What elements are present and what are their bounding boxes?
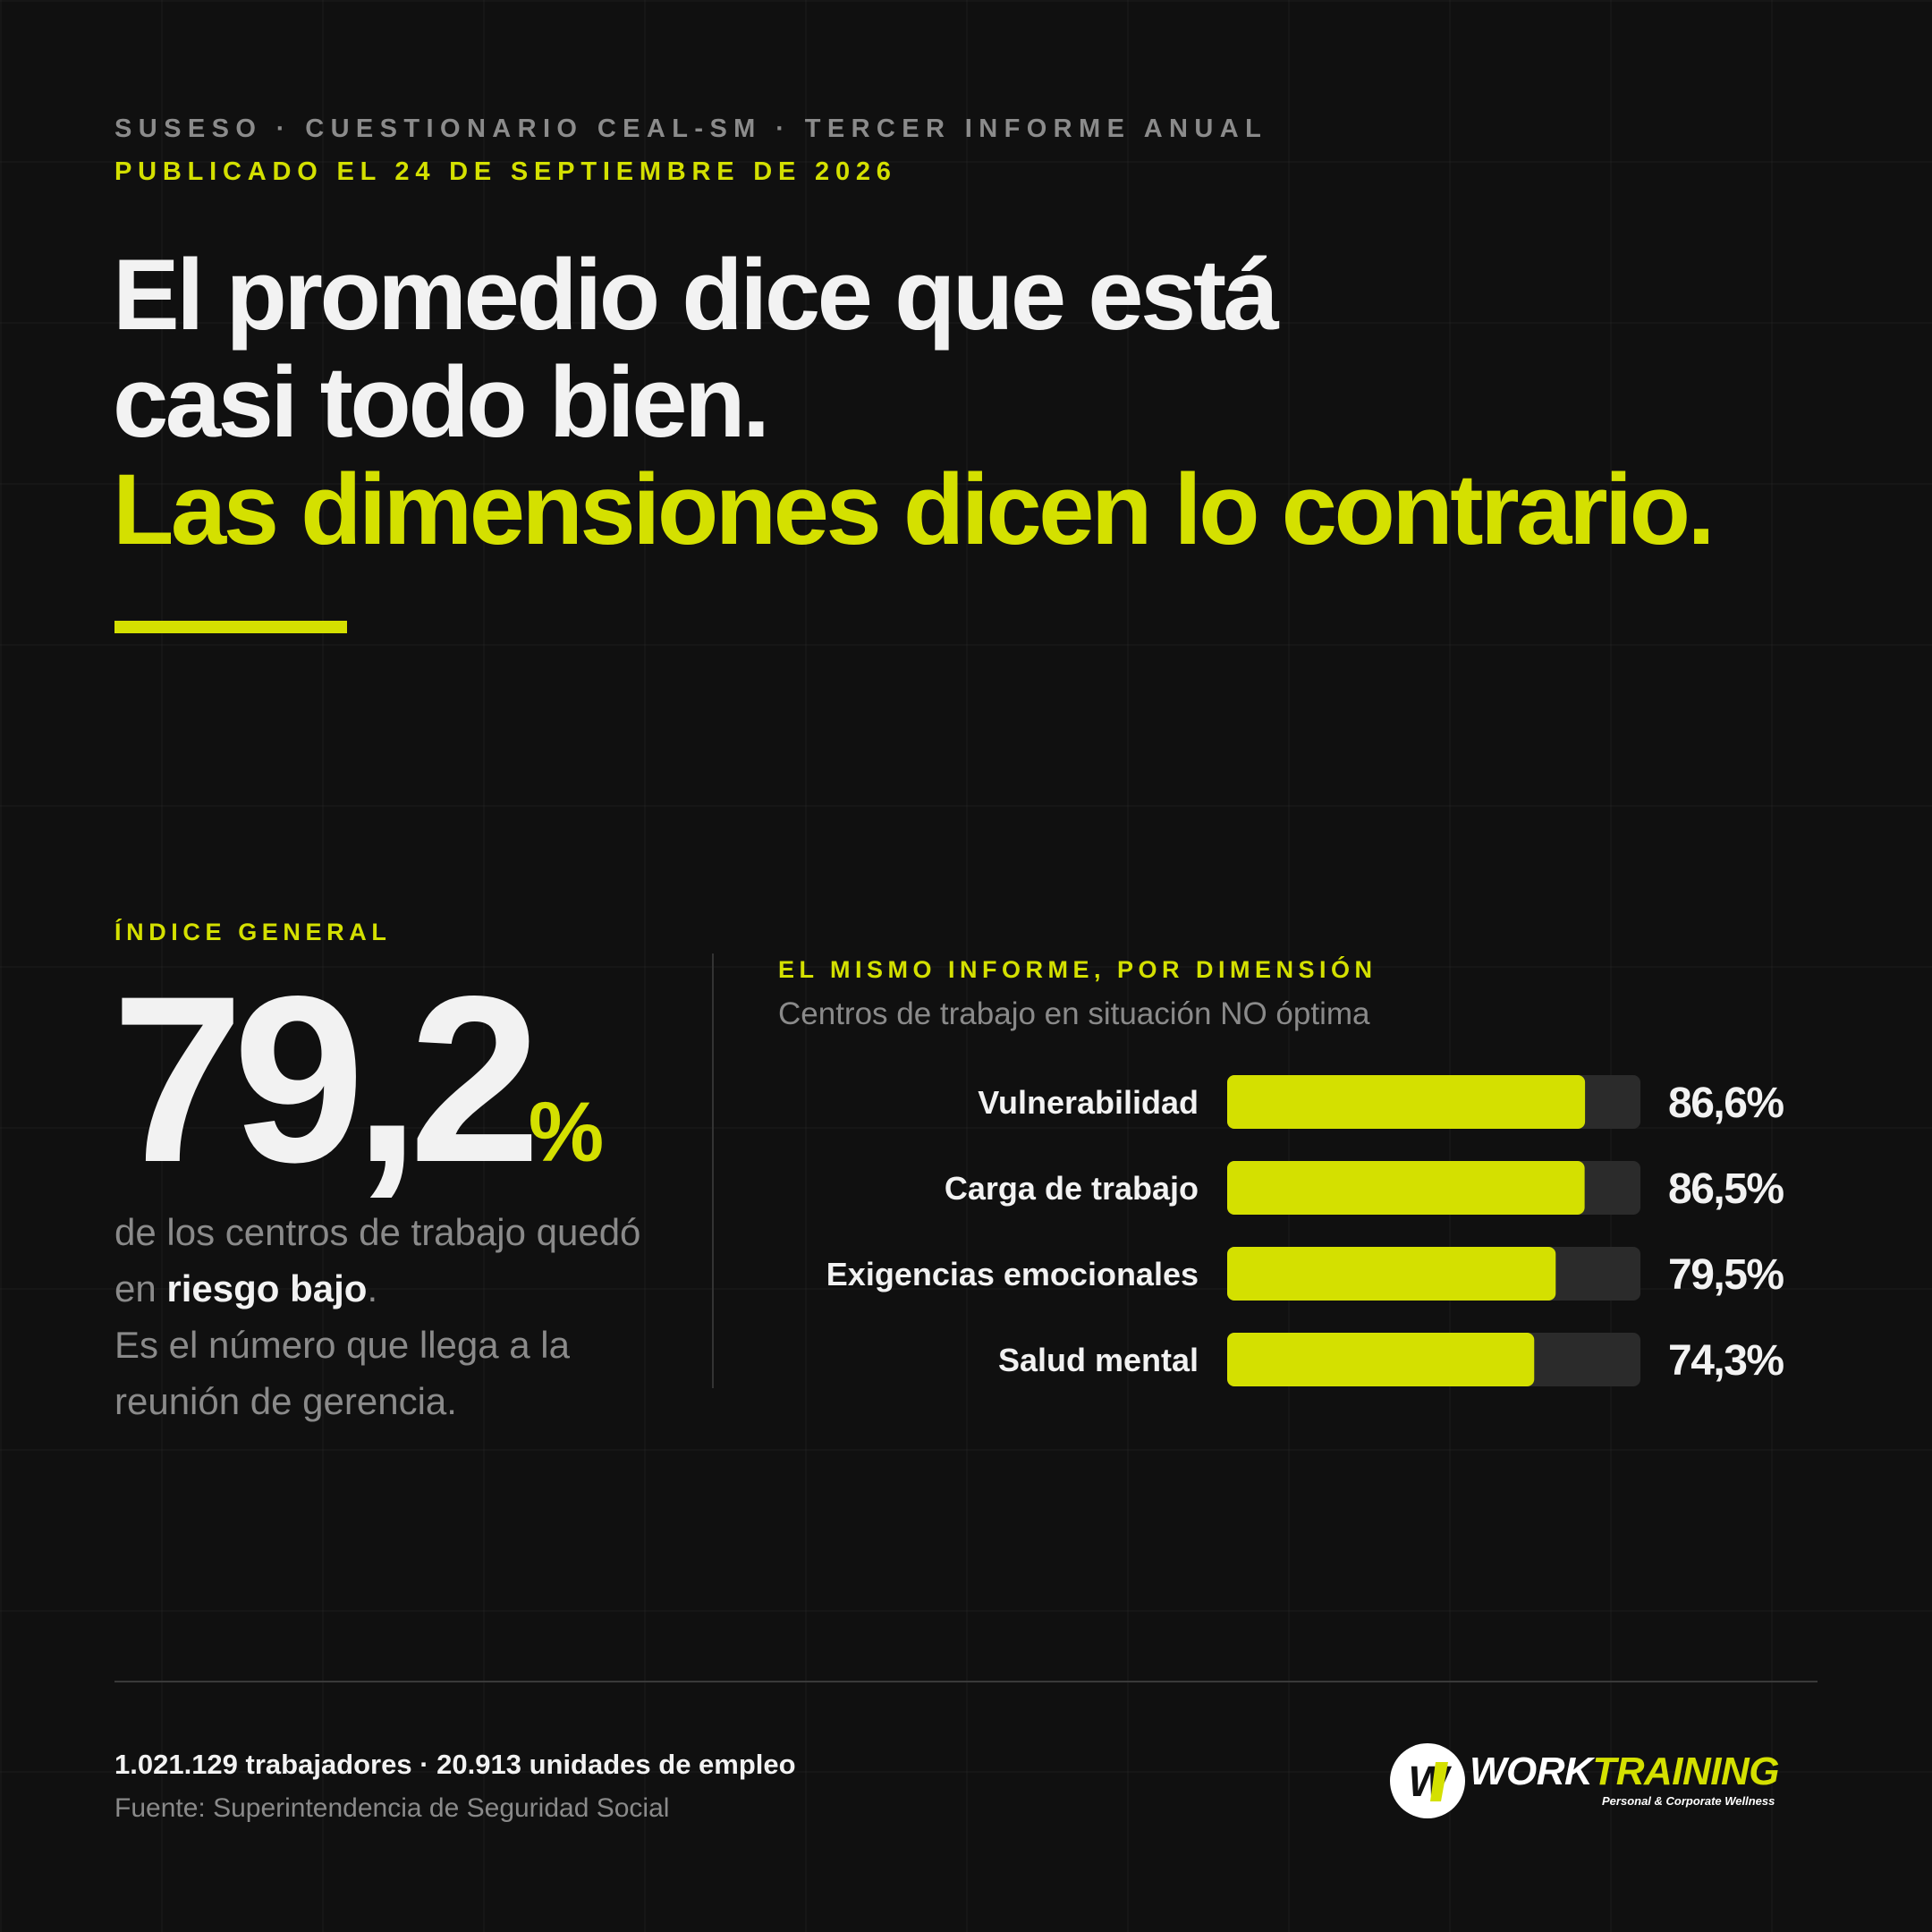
index-desc-highlight: riesgo bajo <box>166 1267 368 1309</box>
bar-label: Carga de trabajo <box>945 1170 1199 1207</box>
bar-chart-svg: Vulnerabilidad 86,6% Carga de trabajo 86,5%… <box>826 1075 1785 1386</box>
publication-date: PUBLICADO EL 24 DE SEPTIEMBRE DE 2026 <box>114 157 897 186</box>
headline-line-2: casi todo bien. <box>113 346 770 458</box>
worktraining-logo: W WORKTRAINING Personal & Corporate Well… <box>1389 1742 1801 1823</box>
index-description: de los centros de trabajo quedó en riesg… <box>114 1204 669 1429</box>
dimension-bar-chart: Vulnerabilidad 86,6% Carga de trabajo 86,5%… <box>769 1064 1807 1404</box>
bar-label: Salud mental <box>998 1342 1199 1378</box>
index-value: 79,2% <box>112 959 604 1253</box>
bar-value-label: 86,6% <box>1668 1080 1784 1127</box>
logo-wordmark: WORKTRAINING <box>1470 1751 1779 1792</box>
index-number: 79,2 <box>112 947 541 1212</box>
footer-stats: 1.021.129 trabajadores · 20.913 unidades… <box>114 1749 796 1780</box>
headline: El promedio dice que está casi todo bien… <box>113 239 1716 565</box>
bar-fill <box>1227 1075 1586 1129</box>
logo-mark-icon: W <box>1390 1743 1465 1818</box>
bar-value-label: 74,3% <box>1668 1337 1784 1385</box>
bar-fill <box>1227 1333 1535 1386</box>
bar-label: Exigencias emocionales <box>826 1256 1199 1292</box>
bar-fill <box>1227 1247 1556 1301</box>
logo-tagline: Personal & Corporate Wellness <box>1602 1794 1775 1808</box>
footer-source: Fuente: Superintendencia de Seguridad So… <box>114 1793 670 1823</box>
accent-divider <box>114 621 347 633</box>
headline-line-3: Las dimensiones dicen lo contrario. <box>113 453 1716 565</box>
index-desc-part-1: de los centros de trabajo quedó en <box>114 1211 641 1309</box>
bar-label: Vulnerabilidad <box>978 1084 1199 1121</box>
dimensions-label: EL MISMO INFORME, POR DIMENSIÓN <box>778 956 1377 983</box>
index-desc-period: . <box>367 1267 378 1309</box>
bar-value-label: 86,5% <box>1668 1165 1784 1213</box>
logo-word-training: TRAINING <box>1592 1750 1779 1793</box>
index-percent-sign: % <box>528 1085 604 1180</box>
report-kicker: SUSESO · CUESTIONARIO CEAL-SM · TERCER I… <box>114 114 1268 143</box>
logo-word-work: WORK <box>1470 1750 1593 1793</box>
vertical-divider <box>712 953 714 1388</box>
index-desc-part-2: Es el número que llega a la reunión de g… <box>114 1324 570 1422</box>
headline-line-1: El promedio dice que está <box>113 239 1279 351</box>
dimensions-subtitle: Centros de trabajo en situación NO óptim… <box>778 996 1370 1031</box>
bar-fill <box>1227 1161 1585 1215</box>
footer-divider <box>114 1681 1818 1682</box>
index-label: ÍNDICE GENERAL <box>114 919 392 945</box>
bar-value-label: 79,5% <box>1668 1251 1784 1299</box>
